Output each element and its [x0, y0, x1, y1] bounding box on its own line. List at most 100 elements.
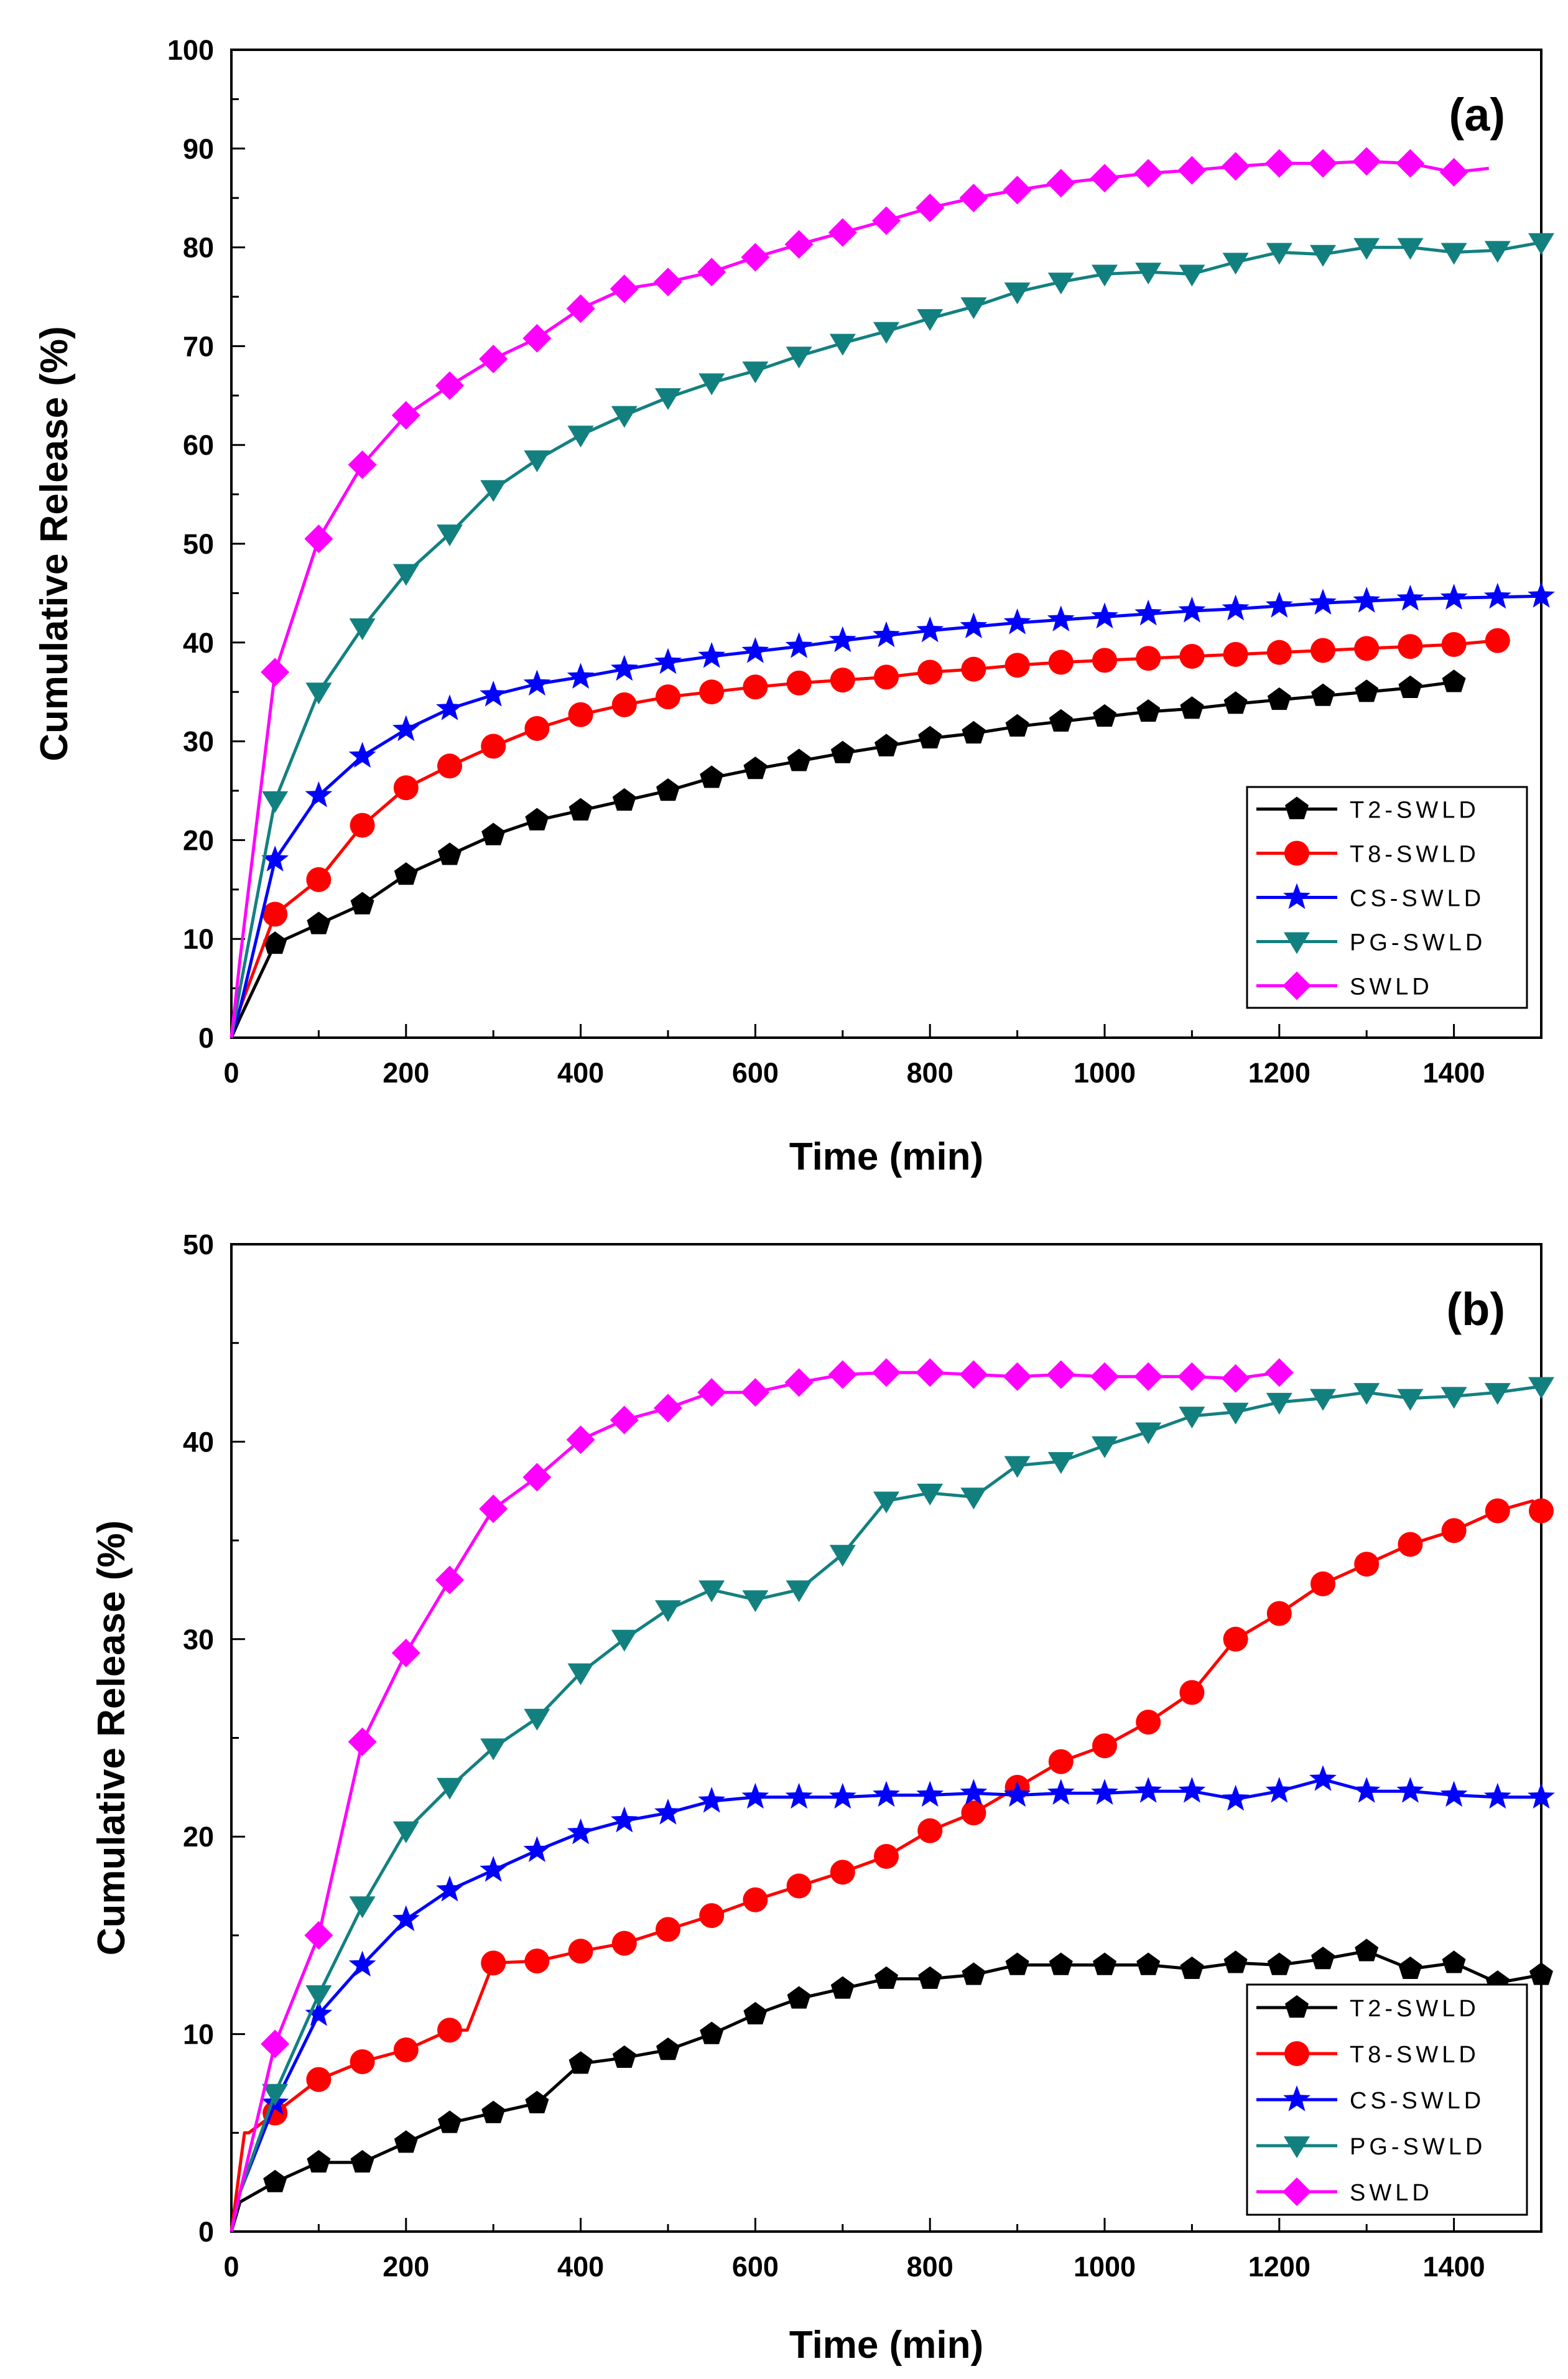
- data-point: [960, 297, 987, 319]
- data-point: [480, 681, 508, 707]
- data-point: [567, 1663, 594, 1685]
- data-point: [742, 1590, 769, 1613]
- data-point: [610, 274, 639, 304]
- data-point: [1004, 282, 1031, 305]
- legend: T2-SWLD T8-SWLD CS-SWLD PG-SWLD SWLD: [1246, 1983, 1528, 2216]
- series-line: [230, 1777, 1541, 2232]
- data-point: [307, 911, 331, 934]
- data-point: [1441, 1518, 1467, 1543]
- data-point: [655, 388, 681, 410]
- data-point: [1049, 709, 1073, 732]
- data-point: [830, 1860, 855, 1885]
- data-point: [1048, 649, 1074, 675]
- data-point: [1222, 1784, 1250, 1811]
- data-point: [828, 1782, 856, 1809]
- data-point: [917, 1818, 943, 1843]
- data-point: [1178, 1777, 1206, 1803]
- data-point: [481, 2100, 506, 2123]
- data-point: [1264, 1358, 1294, 1387]
- x-tick-label: 800: [907, 2251, 953, 2283]
- series-t8-swld: [230, 1498, 1554, 2232]
- data-point: [785, 632, 813, 658]
- legend-label: T8-SWLD: [1350, 2042, 1480, 2068]
- data-point: [654, 1394, 682, 1423]
- legend-label: CS-SWLD: [1350, 2088, 1485, 2114]
- data-point: [524, 450, 550, 472]
- data-point: [525, 2090, 549, 2113]
- data-point: [1223, 691, 1248, 714]
- data-point: [435, 371, 464, 400]
- y-tick-label: 90: [183, 133, 214, 165]
- data-point: [1398, 634, 1423, 659]
- data-point: [350, 2149, 374, 2173]
- data-point: [1440, 243, 1467, 265]
- x-tick-label: 800: [907, 1057, 953, 1089]
- data-point: [262, 2083, 289, 2106]
- data-point: [1354, 636, 1380, 661]
- legend-marker: [1285, 1995, 1309, 2018]
- y-axis-title: Cumulative Release (%): [90, 1520, 133, 1955]
- data-point: [435, 1565, 464, 1595]
- data-point: [1266, 640, 1292, 665]
- data-point: [961, 656, 986, 682]
- data-point: [611, 1930, 637, 1956]
- x-axis-title: Time (min): [789, 2324, 983, 2367]
- data-point: [350, 812, 375, 838]
- data-point: [437, 2018, 462, 2043]
- data-point: [1529, 1498, 1554, 1524]
- x-axis-title: Time (min): [789, 1135, 983, 1178]
- x-tick-label: 1000: [1074, 1057, 1136, 1089]
- data-point: [522, 1463, 552, 1492]
- data-point: [1528, 1377, 1554, 1399]
- data-point: [1090, 164, 1119, 193]
- data-point: [1003, 175, 1032, 205]
- chart-panel-a: 0 200 400 600 800 1000 1200 1400 0 10 20 30 40 50 60 70…: [33, 34, 1555, 1178]
- data-point: [611, 692, 637, 717]
- data-point: [305, 2000, 333, 2026]
- data-point: [1049, 1952, 1073, 1975]
- legend-marker: [1284, 2041, 1309, 2066]
- series-pg-swld: [230, 1377, 1554, 2232]
- data-point: [306, 2067, 332, 2092]
- y-tick-label: 50: [183, 1229, 214, 1260]
- data-point: [1266, 1392, 1292, 1415]
- data-point: [784, 1368, 814, 1397]
- data-point: [874, 1843, 899, 1869]
- data-point: [787, 748, 811, 771]
- data-point: [654, 1799, 682, 1825]
- data-point: [1179, 1680, 1205, 1705]
- x-tick-label: 200: [383, 1057, 429, 1089]
- legend-label: SWLD: [1350, 2180, 1433, 2206]
- data-point: [348, 742, 376, 768]
- data-point: [394, 862, 418, 885]
- data-point: [1136, 1710, 1161, 1735]
- data-point: [391, 1639, 420, 1667]
- data-point: [568, 798, 593, 821]
- y-tick-label: 50: [183, 528, 214, 560]
- data-point: [1136, 1952, 1161, 1975]
- data-point: [1396, 584, 1424, 611]
- data-point: [1046, 169, 1075, 198]
- data-point: [1092, 264, 1118, 287]
- data-point: [1092, 1436, 1118, 1458]
- data-point: [481, 822, 506, 845]
- data-point: [741, 243, 770, 272]
- data-point: [1005, 714, 1029, 737]
- data-point: [568, 1939, 593, 1964]
- data-point: [918, 725, 942, 748]
- data-point: [1093, 704, 1116, 727]
- data-point: [612, 788, 636, 811]
- data-point: [699, 1903, 725, 1929]
- data-point: [1485, 628, 1510, 653]
- legend-marker: [1284, 2136, 1310, 2158]
- legend-label: T8-SWLD: [1350, 842, 1480, 868]
- panel-label: (a): [1449, 89, 1505, 141]
- data-point: [261, 845, 289, 872]
- data-point: [1092, 1733, 1117, 1759]
- data-point: [392, 1905, 420, 1932]
- data-point: [262, 791, 289, 813]
- data-point: [1311, 638, 1335, 663]
- series-t2-swld: [230, 1939, 1553, 2232]
- series-swld: [230, 1358, 1294, 2232]
